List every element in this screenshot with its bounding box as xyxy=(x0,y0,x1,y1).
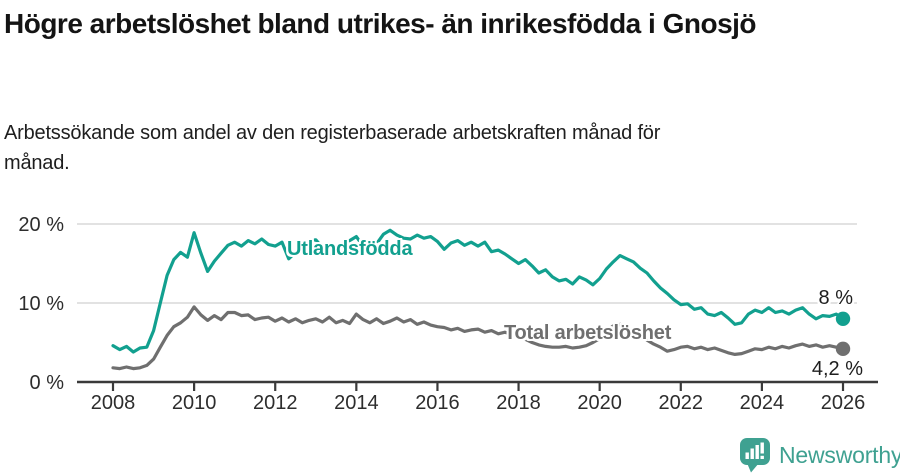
x-tick-label-2014: 2014 xyxy=(334,392,379,414)
series-label-utlandsfodda: Utlandsfödda xyxy=(287,238,413,260)
x-tick-label-2022: 2022 xyxy=(659,392,704,414)
newsworthy-logo[interactable]: Newsworthy xyxy=(738,437,900,473)
y-tick-label-0: 0 % xyxy=(30,372,65,394)
series-line-1 xyxy=(111,305,845,371)
newsworthy-icon xyxy=(740,438,770,473)
x-tick-label-2024: 2024 xyxy=(740,392,785,414)
page-title: Högre arbetslöshet bland utrikes- än inr… xyxy=(4,8,757,39)
end-value-label-utlandsfodda: 8 % xyxy=(818,287,853,309)
series-label-total-arbetsloshet: Total arbetslöshet xyxy=(504,322,672,344)
y-tick-label-20: 20 % xyxy=(18,214,64,236)
y-tick-label-10: 10 % xyxy=(18,293,64,315)
page-subtitle: Arbetssökande som andel av den registerb… xyxy=(4,122,661,174)
x-tick-label-2018: 2018 xyxy=(496,392,541,414)
x-tick-label-2010: 2010 xyxy=(172,392,217,414)
series-end-dot-1 xyxy=(835,341,851,357)
x-tick-label-2016: 2016 xyxy=(415,392,460,414)
x-tick-label-2008: 2008 xyxy=(91,392,136,414)
end-value-label-total: 4,2 % xyxy=(811,358,863,380)
series-end-dot-0 xyxy=(835,311,851,326)
newsworthy-wordmark: Newsworthy xyxy=(779,442,900,468)
x-tick-label-2020: 2020 xyxy=(577,392,622,414)
x-tick-label-2012: 2012 xyxy=(253,392,298,414)
series-line-0 xyxy=(111,228,845,354)
x-tick-label-2026: 2026 xyxy=(821,392,866,414)
